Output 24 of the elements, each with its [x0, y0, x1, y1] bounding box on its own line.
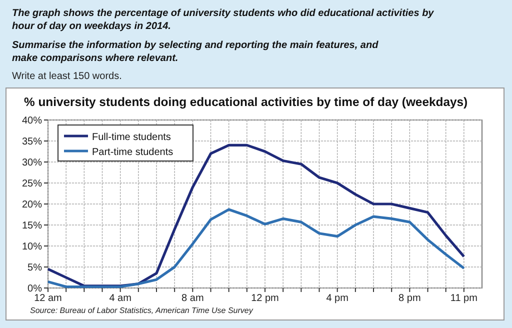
- y-tick-label: 30%: [22, 158, 42, 168]
- y-tick-label: 5%: [28, 262, 42, 274]
- y-tick-label: 0%: [28, 284, 42, 294]
- legend-label: Full-time students: [92, 132, 171, 143]
- text: Write at least 150 words.: [12, 71, 122, 82]
- x-tick-label: 8 pm: [398, 293, 421, 304]
- line-series: [46, 208, 466, 288]
- y-tick-label: 40%: [22, 116, 42, 126]
- y-tick-label: 15%: [22, 220, 42, 232]
- text: The graph shows the percentage of university students who did educational activities by hour of day on weekdays in 2014.: [12, 8, 434, 32]
- chart-title: % university students doing educational activities by time of day (weekdays): [24, 95, 468, 109]
- x-tick-label: 4 pm: [326, 293, 348, 304]
- legend-label: Part-time students: [92, 147, 174, 158]
- source-note: Source: Bureau of Labor Statistics, American Time Use Survey: [30, 306, 254, 315]
- x-tick-label: 8 am: [182, 293, 204, 304]
- x-tick-label: 12 am: [34, 293, 62, 304]
- x-tick-label: 4 am: [109, 293, 132, 304]
- y-tick-label: 10%: [22, 242, 42, 252]
- x-tick-label: 11 pm: [450, 293, 478, 304]
- x-tick-label: 12 pm: [251, 293, 279, 304]
- y-tick-label: 20%: [22, 200, 42, 210]
- y-tick-label: 25%: [22, 178, 42, 190]
- text: Summarise the information by selecting and reporting the main features, and make comparisons where relevant.: [12, 40, 380, 64]
- y-tick-label: 35%: [22, 136, 42, 148]
